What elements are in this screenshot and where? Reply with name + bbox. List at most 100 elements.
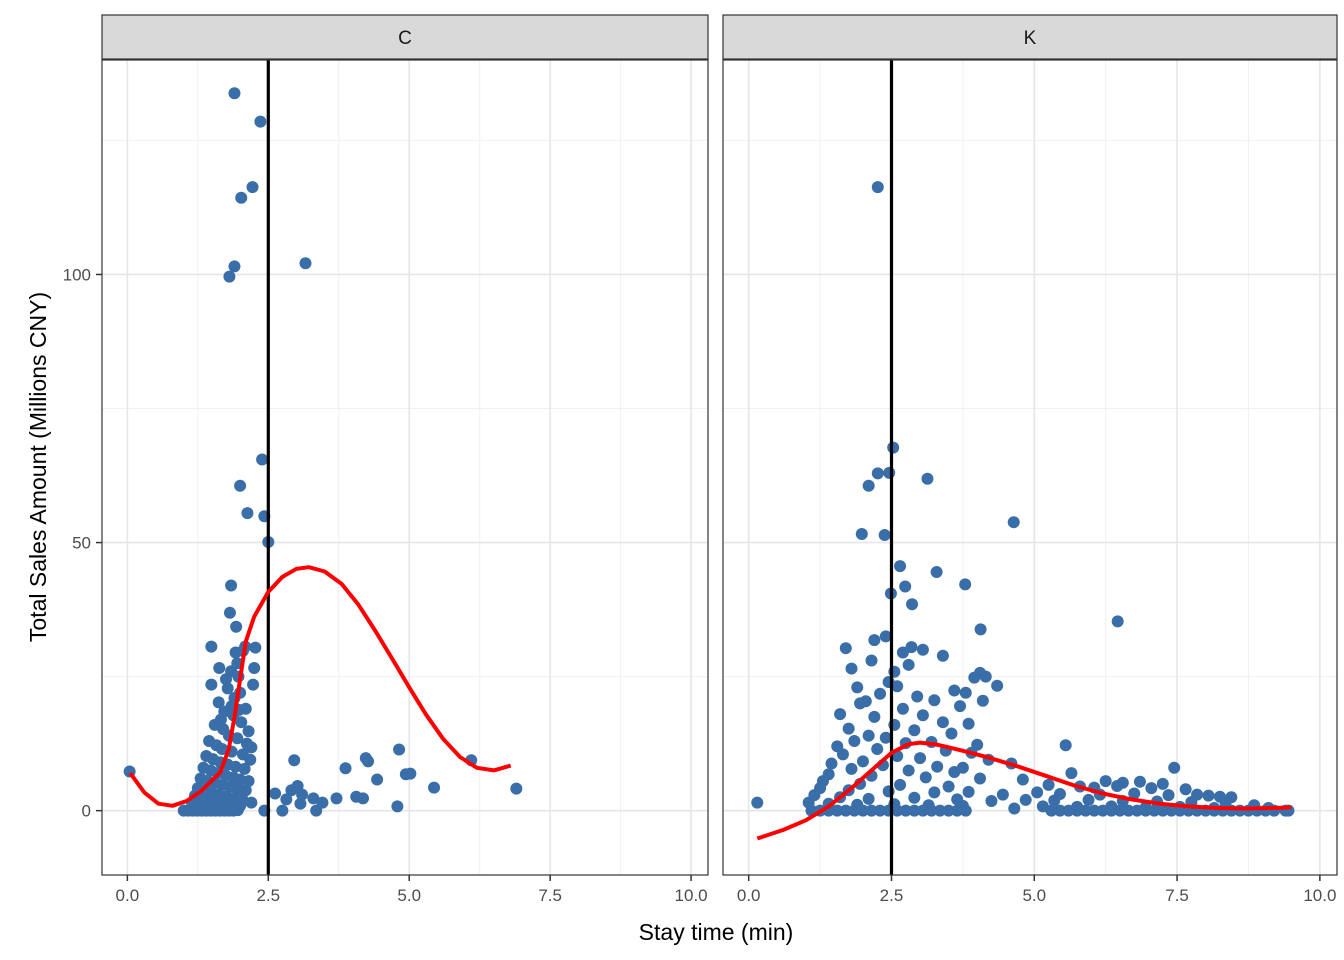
- data-point: [945, 727, 958, 740]
- data-point: [391, 800, 404, 813]
- data-point: [248, 662, 261, 675]
- data-point: [1019, 793, 1032, 806]
- data-point: [1042, 778, 1055, 791]
- x-tick-label: 2.5: [256, 886, 280, 905]
- data-point: [330, 792, 343, 805]
- data-point: [242, 725, 255, 738]
- y-axis: 0 50 100: [63, 265, 102, 821]
- data-point: [1071, 804, 1084, 817]
- data-point: [227, 804, 240, 817]
- data-point: [1079, 804, 1092, 817]
- data-point: [291, 779, 304, 792]
- data-point: [1122, 804, 1135, 817]
- data-point: [921, 472, 934, 485]
- data-point: [916, 709, 929, 722]
- data-point: [855, 527, 868, 540]
- x-tick-label: 10.0: [675, 886, 708, 905]
- strip-c: [101, 14, 709, 60]
- data-point: [212, 696, 225, 709]
- data-point: [235, 191, 248, 204]
- data-point: [919, 771, 932, 784]
- x-axis-c: 0.0 2.5 5.0 7.5 10.0: [116, 875, 708, 905]
- data-point: [1111, 779, 1124, 792]
- data-point: [948, 684, 961, 697]
- data-point: [902, 764, 915, 777]
- data-point: [874, 687, 887, 700]
- data-point: [914, 752, 927, 765]
- data-point: [894, 560, 907, 573]
- data-point: [234, 479, 247, 492]
- data-point: [371, 773, 384, 786]
- data-point: [908, 724, 921, 737]
- data-point: [276, 804, 289, 817]
- data-point: [357, 792, 370, 805]
- data-point: [979, 670, 992, 683]
- data-point: [825, 757, 838, 770]
- data-point: [991, 679, 1004, 692]
- data-point: [862, 479, 875, 492]
- data-point: [845, 662, 858, 675]
- data-point: [288, 754, 301, 767]
- data-point: [839, 642, 852, 655]
- x-tick-label: 5.0: [397, 886, 421, 905]
- data-point: [1162, 789, 1175, 802]
- data-point: [862, 792, 875, 805]
- data-point: [1045, 804, 1058, 817]
- data-point: [996, 788, 1009, 801]
- y-axis-title: Total Sales Amount (Millions CNY): [25, 292, 51, 642]
- panel-border-c: [101, 59, 709, 876]
- data-point: [299, 257, 312, 270]
- plot-area-k: [723, 60, 1337, 875]
- data-point: [959, 686, 972, 699]
- data-point: [225, 665, 238, 678]
- data-point: [216, 742, 229, 755]
- data-point: [393, 743, 406, 756]
- data-point: [836, 748, 849, 761]
- data-point: [1082, 793, 1095, 806]
- data-point: [1099, 775, 1112, 788]
- data-point: [228, 87, 241, 100]
- data-point: [1202, 789, 1215, 802]
- data-point: [874, 804, 887, 817]
- data-point: [845, 762, 858, 775]
- data-point: [242, 775, 255, 788]
- data-point: [1059, 739, 1072, 752]
- data-point: [848, 734, 861, 747]
- data-point: [1088, 804, 1101, 817]
- data-point: [221, 682, 234, 695]
- data-point: [1048, 794, 1061, 807]
- data-point: [1145, 782, 1158, 795]
- x-tick-label: 0.0: [116, 886, 140, 905]
- data-point: [962, 717, 975, 730]
- data-point: [235, 716, 248, 729]
- data-point: [871, 467, 884, 480]
- data-point: [936, 716, 949, 729]
- data-point: [834, 708, 847, 721]
- data-point: [228, 260, 241, 273]
- smooth-curve: [128, 565, 512, 808]
- data-point: [954, 700, 967, 713]
- data-point: [239, 784, 252, 797]
- data-point: [851, 681, 864, 694]
- data-point: [905, 641, 918, 654]
- data-point: [839, 804, 852, 817]
- smooth-curve: [756, 740, 1292, 841]
- data-point: [307, 792, 320, 805]
- data-point: [1179, 783, 1192, 796]
- data-point: [1008, 802, 1021, 815]
- data-point: [1065, 767, 1078, 780]
- data-point: [862, 729, 875, 742]
- strip-k: [722, 14, 1338, 60]
- data-point: [887, 441, 900, 454]
- x-tick-label: 10.0: [1303, 886, 1336, 905]
- data-point: [902, 658, 915, 671]
- data-point: [254, 115, 267, 128]
- data-point: [245, 796, 258, 809]
- data-point: [245, 741, 258, 754]
- data-point: [269, 787, 282, 800]
- data-point: [1131, 804, 1144, 817]
- data-point: [280, 793, 293, 806]
- data-point: [214, 713, 227, 726]
- data-point: [1148, 804, 1161, 817]
